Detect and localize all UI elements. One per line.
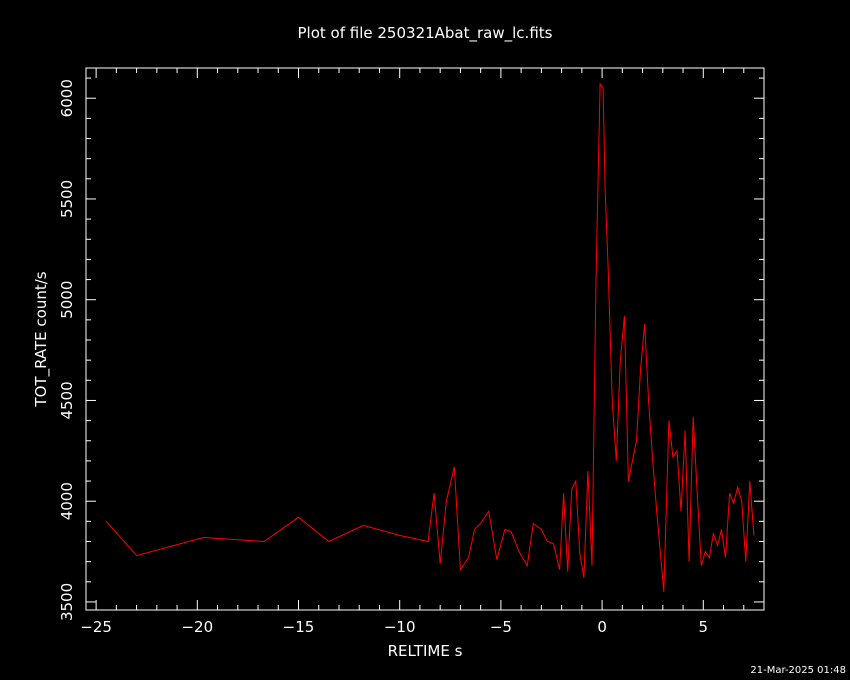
axis-tick-labels: −25 −20 −15 −10 −5 0 5 3500 4000 4500 5000 5500 6000 xyxy=(58,79,708,636)
x-tick-label: −10 xyxy=(384,618,416,636)
y-tick-label: 5500 xyxy=(58,180,76,218)
chart-title: Plot of file 250321Abat_raw_lc.fits xyxy=(298,24,553,43)
x-tick-label: 0 xyxy=(597,618,607,636)
y-tick-label: 3500 xyxy=(58,583,76,621)
axis-ticks xyxy=(86,68,765,610)
plot-frame xyxy=(85,67,765,611)
y-tick-label: 4500 xyxy=(58,381,76,419)
series-line-tot-rate xyxy=(105,82,755,592)
y-tick-label: 4000 xyxy=(58,482,76,520)
y-tick-label: 6000 xyxy=(58,79,76,117)
x-tick-label: −15 xyxy=(283,618,315,636)
y-tick-label: 5000 xyxy=(58,281,76,319)
timestamp: 21-Mar-2025 01:48 xyxy=(750,665,846,676)
x-axis-label: RELTIME s xyxy=(388,642,463,660)
y-axis-label: TOT_RATE count/s xyxy=(32,271,51,407)
x-tick-label: −5 xyxy=(490,618,512,636)
x-tick-label: 5 xyxy=(699,618,709,636)
x-tick-label: −25 xyxy=(80,618,112,636)
x-tick-label: −20 xyxy=(181,618,213,636)
